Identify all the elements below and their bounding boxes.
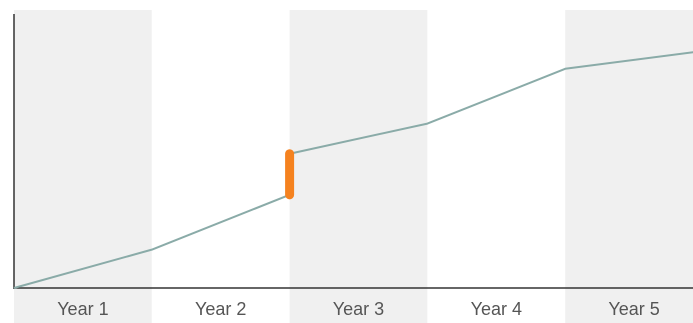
category-band-3 — [289, 10, 428, 323]
category-band-4 — [427, 10, 566, 323]
x-tick-label-5: Year 5 — [608, 299, 659, 319]
x-tick-labels: Year 1 Year 2 Year 3 Year 4 Year 5 — [57, 299, 660, 319]
category-band-5 — [565, 10, 693, 323]
x-tick-label-2: Year 2 — [195, 299, 246, 319]
series-layer — [13, 51, 693, 289]
category-bands — [14, 10, 693, 323]
x-tick-label-3: Year 3 — [333, 299, 384, 319]
chart-axes — [13, 14, 693, 289]
x-tick-label-4: Year 4 — [471, 299, 522, 319]
category-band-1 — [14, 10, 152, 323]
x-tick-label-1: Year 1 — [57, 299, 108, 319]
category-band-2 — [151, 10, 290, 323]
